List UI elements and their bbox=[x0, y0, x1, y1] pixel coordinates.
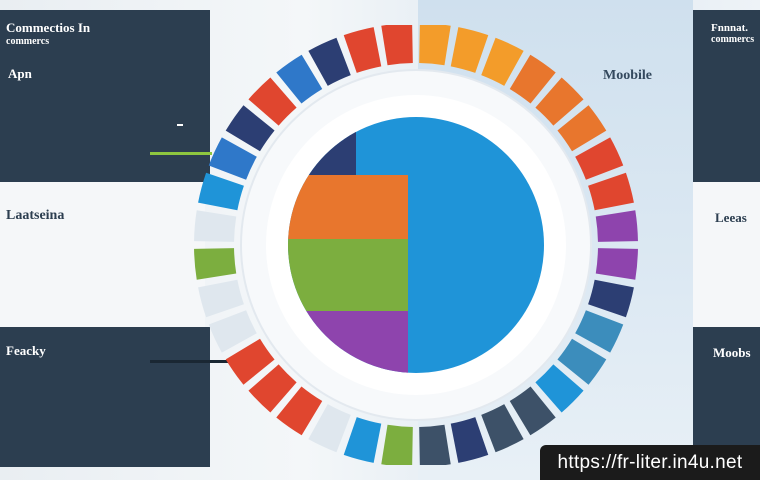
panel-title: Moobs bbox=[713, 345, 751, 360]
app-label: Apn bbox=[8, 66, 32, 81]
panel-subtitle: commercs bbox=[6, 36, 50, 47]
wheel-segment bbox=[509, 386, 556, 436]
wheel-segment bbox=[419, 25, 451, 66]
wheel-segment bbox=[225, 338, 275, 385]
wheel-segment bbox=[588, 279, 634, 318]
wheel-segment bbox=[194, 210, 237, 242]
wheel-segment bbox=[588, 172, 634, 211]
wheel-segment bbox=[381, 25, 413, 66]
wheel-segment bbox=[535, 364, 584, 413]
wheel-segment bbox=[308, 37, 351, 86]
wheel-segment bbox=[276, 54, 323, 104]
wheel-segment bbox=[198, 279, 244, 318]
wheel-segment bbox=[198, 172, 244, 211]
wheel-segment bbox=[509, 54, 556, 104]
wheel-segment bbox=[450, 417, 489, 463]
wheel-segment bbox=[225, 105, 275, 152]
accent-line-dark bbox=[150, 360, 240, 363]
core-green-block bbox=[288, 239, 408, 311]
wheel-segment bbox=[557, 105, 607, 152]
wheel-segment bbox=[575, 310, 624, 353]
left-tag bbox=[177, 124, 183, 126]
wheel-segments bbox=[194, 25, 638, 465]
wheel-segment bbox=[419, 424, 451, 465]
panel-title: Feacky bbox=[6, 343, 46, 358]
core-orange-block bbox=[288, 175, 408, 239]
wheel-segment bbox=[595, 210, 638, 242]
panel-subtitle: commercs bbox=[711, 34, 755, 45]
accent-line-green bbox=[150, 152, 212, 155]
panel-title: Commectios In bbox=[6, 20, 91, 35]
panel-title: Laatseina bbox=[6, 208, 65, 223]
panel-top-right: Fnnnat. commercs bbox=[693, 10, 760, 182]
panel-bottom-right: Moobs bbox=[693, 327, 760, 467]
wheel-segment bbox=[194, 248, 237, 280]
wheel-segment bbox=[248, 364, 297, 413]
mobile-label: Moobile bbox=[603, 68, 652, 83]
bottom-left-tag bbox=[178, 343, 184, 345]
panel-mid-left: Laatseina bbox=[0, 182, 205, 327]
wheel-segment bbox=[557, 338, 607, 385]
wheel-segment bbox=[535, 77, 584, 126]
watermark-url: https://fr-liter.in4u.net bbox=[540, 445, 760, 480]
wheel-segment bbox=[343, 417, 382, 463]
panel-mid-right: Leeas bbox=[693, 182, 760, 327]
wheel-segment bbox=[381, 424, 413, 465]
panel-bottom-left: Feacky bbox=[0, 327, 210, 467]
wheel-segment bbox=[343, 27, 382, 73]
wheel-segment bbox=[481, 37, 524, 86]
panel-top-left: Commectios In commercs bbox=[0, 10, 210, 182]
panel-title: Leeas bbox=[715, 210, 747, 225]
wheel-segment bbox=[248, 77, 297, 126]
wheel-segment bbox=[276, 386, 323, 436]
wheel-segment bbox=[208, 310, 257, 353]
segment-wheel bbox=[194, 25, 638, 465]
wheel-segment bbox=[308, 404, 351, 453]
wheel-segment bbox=[481, 404, 524, 453]
wheel-segment bbox=[208, 137, 257, 180]
wheel-segment bbox=[575, 137, 624, 180]
wheel-segment bbox=[595, 248, 638, 280]
wheel-segment bbox=[450, 27, 489, 73]
panel-title: Fnnnat. bbox=[711, 22, 748, 34]
